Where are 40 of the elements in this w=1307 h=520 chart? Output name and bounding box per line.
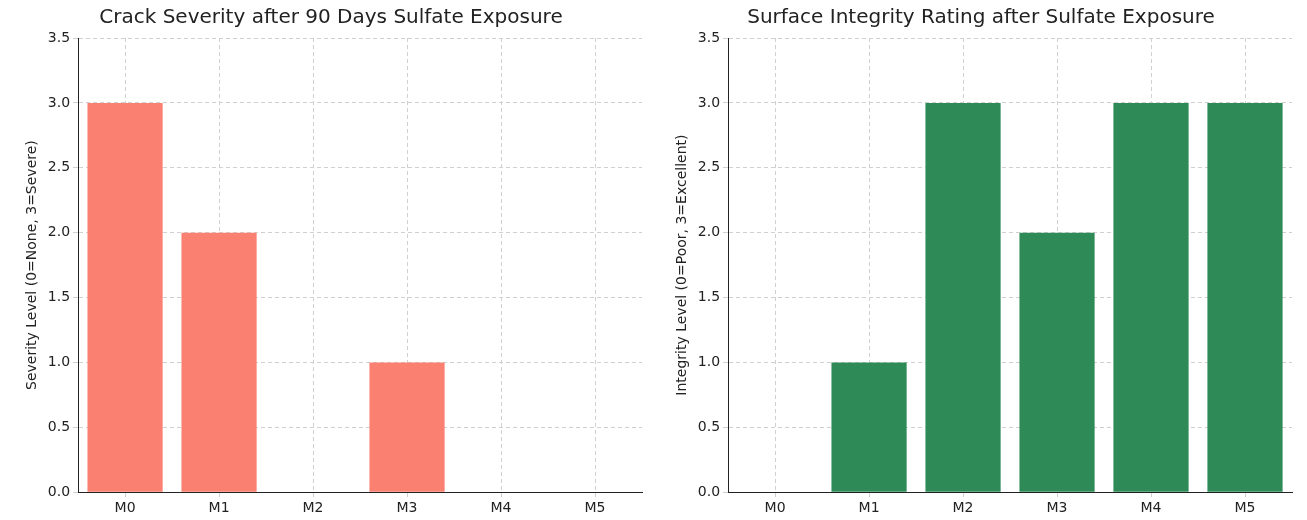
y-tick-label: 3.5 bbox=[47, 28, 71, 45]
x-tick-label: M2 bbox=[952, 499, 974, 516]
x-tick-label: M3 bbox=[396, 499, 418, 516]
bar bbox=[181, 232, 257, 492]
y-tick-label: 3.0 bbox=[697, 93, 721, 110]
x-tick-label: M3 bbox=[1046, 499, 1068, 516]
bar bbox=[1207, 102, 1283, 492]
y-tick-label: 0.0 bbox=[697, 482, 721, 499]
bar bbox=[831, 362, 907, 492]
y-tick-label: 3.5 bbox=[697, 28, 721, 45]
x-tick-label: M1 bbox=[858, 499, 880, 516]
y-tick-label: 0.5 bbox=[47, 417, 71, 434]
chart-title: Crack Severity after 90 Days Sulfate Exposure bbox=[99, 4, 563, 29]
y-tick-label: 1.5 bbox=[697, 288, 721, 305]
chart-title: Surface Integrity Rating after Sulfate Exposure bbox=[747, 4, 1215, 29]
y-tick-label: 1.0 bbox=[697, 353, 721, 370]
y-axis-title: Severity Level (0=None, 3=Severe) bbox=[23, 140, 40, 390]
x-tick-label: M0 bbox=[764, 499, 786, 516]
bar bbox=[1019, 232, 1095, 492]
bar bbox=[1113, 102, 1189, 492]
x-tick-label: M5 bbox=[1234, 499, 1256, 516]
bar bbox=[369, 362, 445, 492]
y-tick-label: 2.0 bbox=[47, 223, 71, 240]
y-axis-title: Integrity Level (0=Poor, 3=Excellent) bbox=[673, 134, 690, 396]
bar bbox=[87, 102, 163, 492]
y-tick-label: 2.5 bbox=[47, 158, 71, 175]
x-tick-label: M1 bbox=[208, 499, 230, 516]
bar bbox=[925, 102, 1001, 492]
y-tick-label: 1.0 bbox=[47, 353, 71, 370]
y-tick-label: 1.5 bbox=[47, 288, 71, 305]
x-tick-label: M4 bbox=[490, 499, 512, 516]
y-tick-label: 2.5 bbox=[697, 158, 721, 175]
x-tick-label: M2 bbox=[302, 499, 324, 516]
x-tick-label: M5 bbox=[584, 499, 606, 516]
y-tick-label: 0.0 bbox=[47, 482, 71, 499]
x-tick-label: M0 bbox=[114, 499, 136, 516]
y-tick-label: 2.0 bbox=[697, 223, 721, 240]
x-tick-label: M4 bbox=[1140, 499, 1162, 516]
y-tick-label: 3.0 bbox=[47, 93, 71, 110]
y-tick-label: 0.5 bbox=[697, 417, 721, 434]
